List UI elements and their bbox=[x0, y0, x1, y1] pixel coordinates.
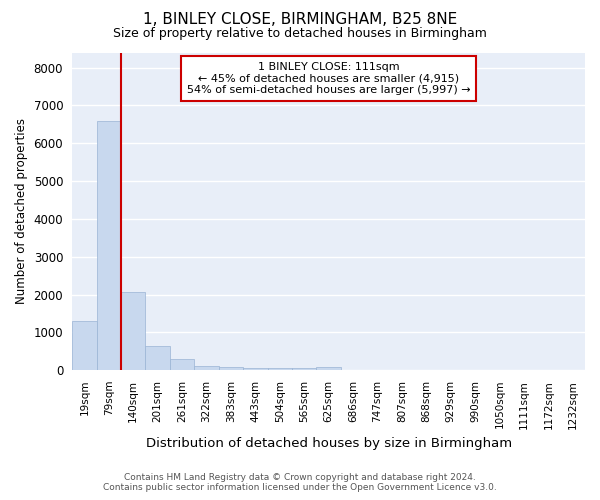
Bar bbox=[219, 367, 243, 370]
Bar bbox=[170, 359, 194, 370]
Bar bbox=[292, 368, 316, 370]
Bar bbox=[145, 346, 170, 370]
Bar bbox=[121, 292, 145, 370]
Bar bbox=[72, 320, 97, 370]
Y-axis label: Number of detached properties: Number of detached properties bbox=[15, 118, 28, 304]
X-axis label: Distribution of detached houses by size in Birmingham: Distribution of detached houses by size … bbox=[146, 437, 512, 450]
Text: Contains HM Land Registry data © Crown copyright and database right 2024.
Contai: Contains HM Land Registry data © Crown c… bbox=[103, 473, 497, 492]
Bar bbox=[316, 367, 341, 370]
Text: 1 BINLEY CLOSE: 111sqm
← 45% of detached houses are smaller (4,915)
54% of semi-: 1 BINLEY CLOSE: 111sqm ← 45% of detached… bbox=[187, 62, 470, 95]
Text: Size of property relative to detached houses in Birmingham: Size of property relative to detached ho… bbox=[113, 28, 487, 40]
Bar bbox=[243, 368, 268, 370]
Bar bbox=[194, 366, 219, 370]
Bar bbox=[97, 120, 121, 370]
Text: 1, BINLEY CLOSE, BIRMINGHAM, B25 8NE: 1, BINLEY CLOSE, BIRMINGHAM, B25 8NE bbox=[143, 12, 457, 28]
Bar bbox=[268, 368, 292, 370]
